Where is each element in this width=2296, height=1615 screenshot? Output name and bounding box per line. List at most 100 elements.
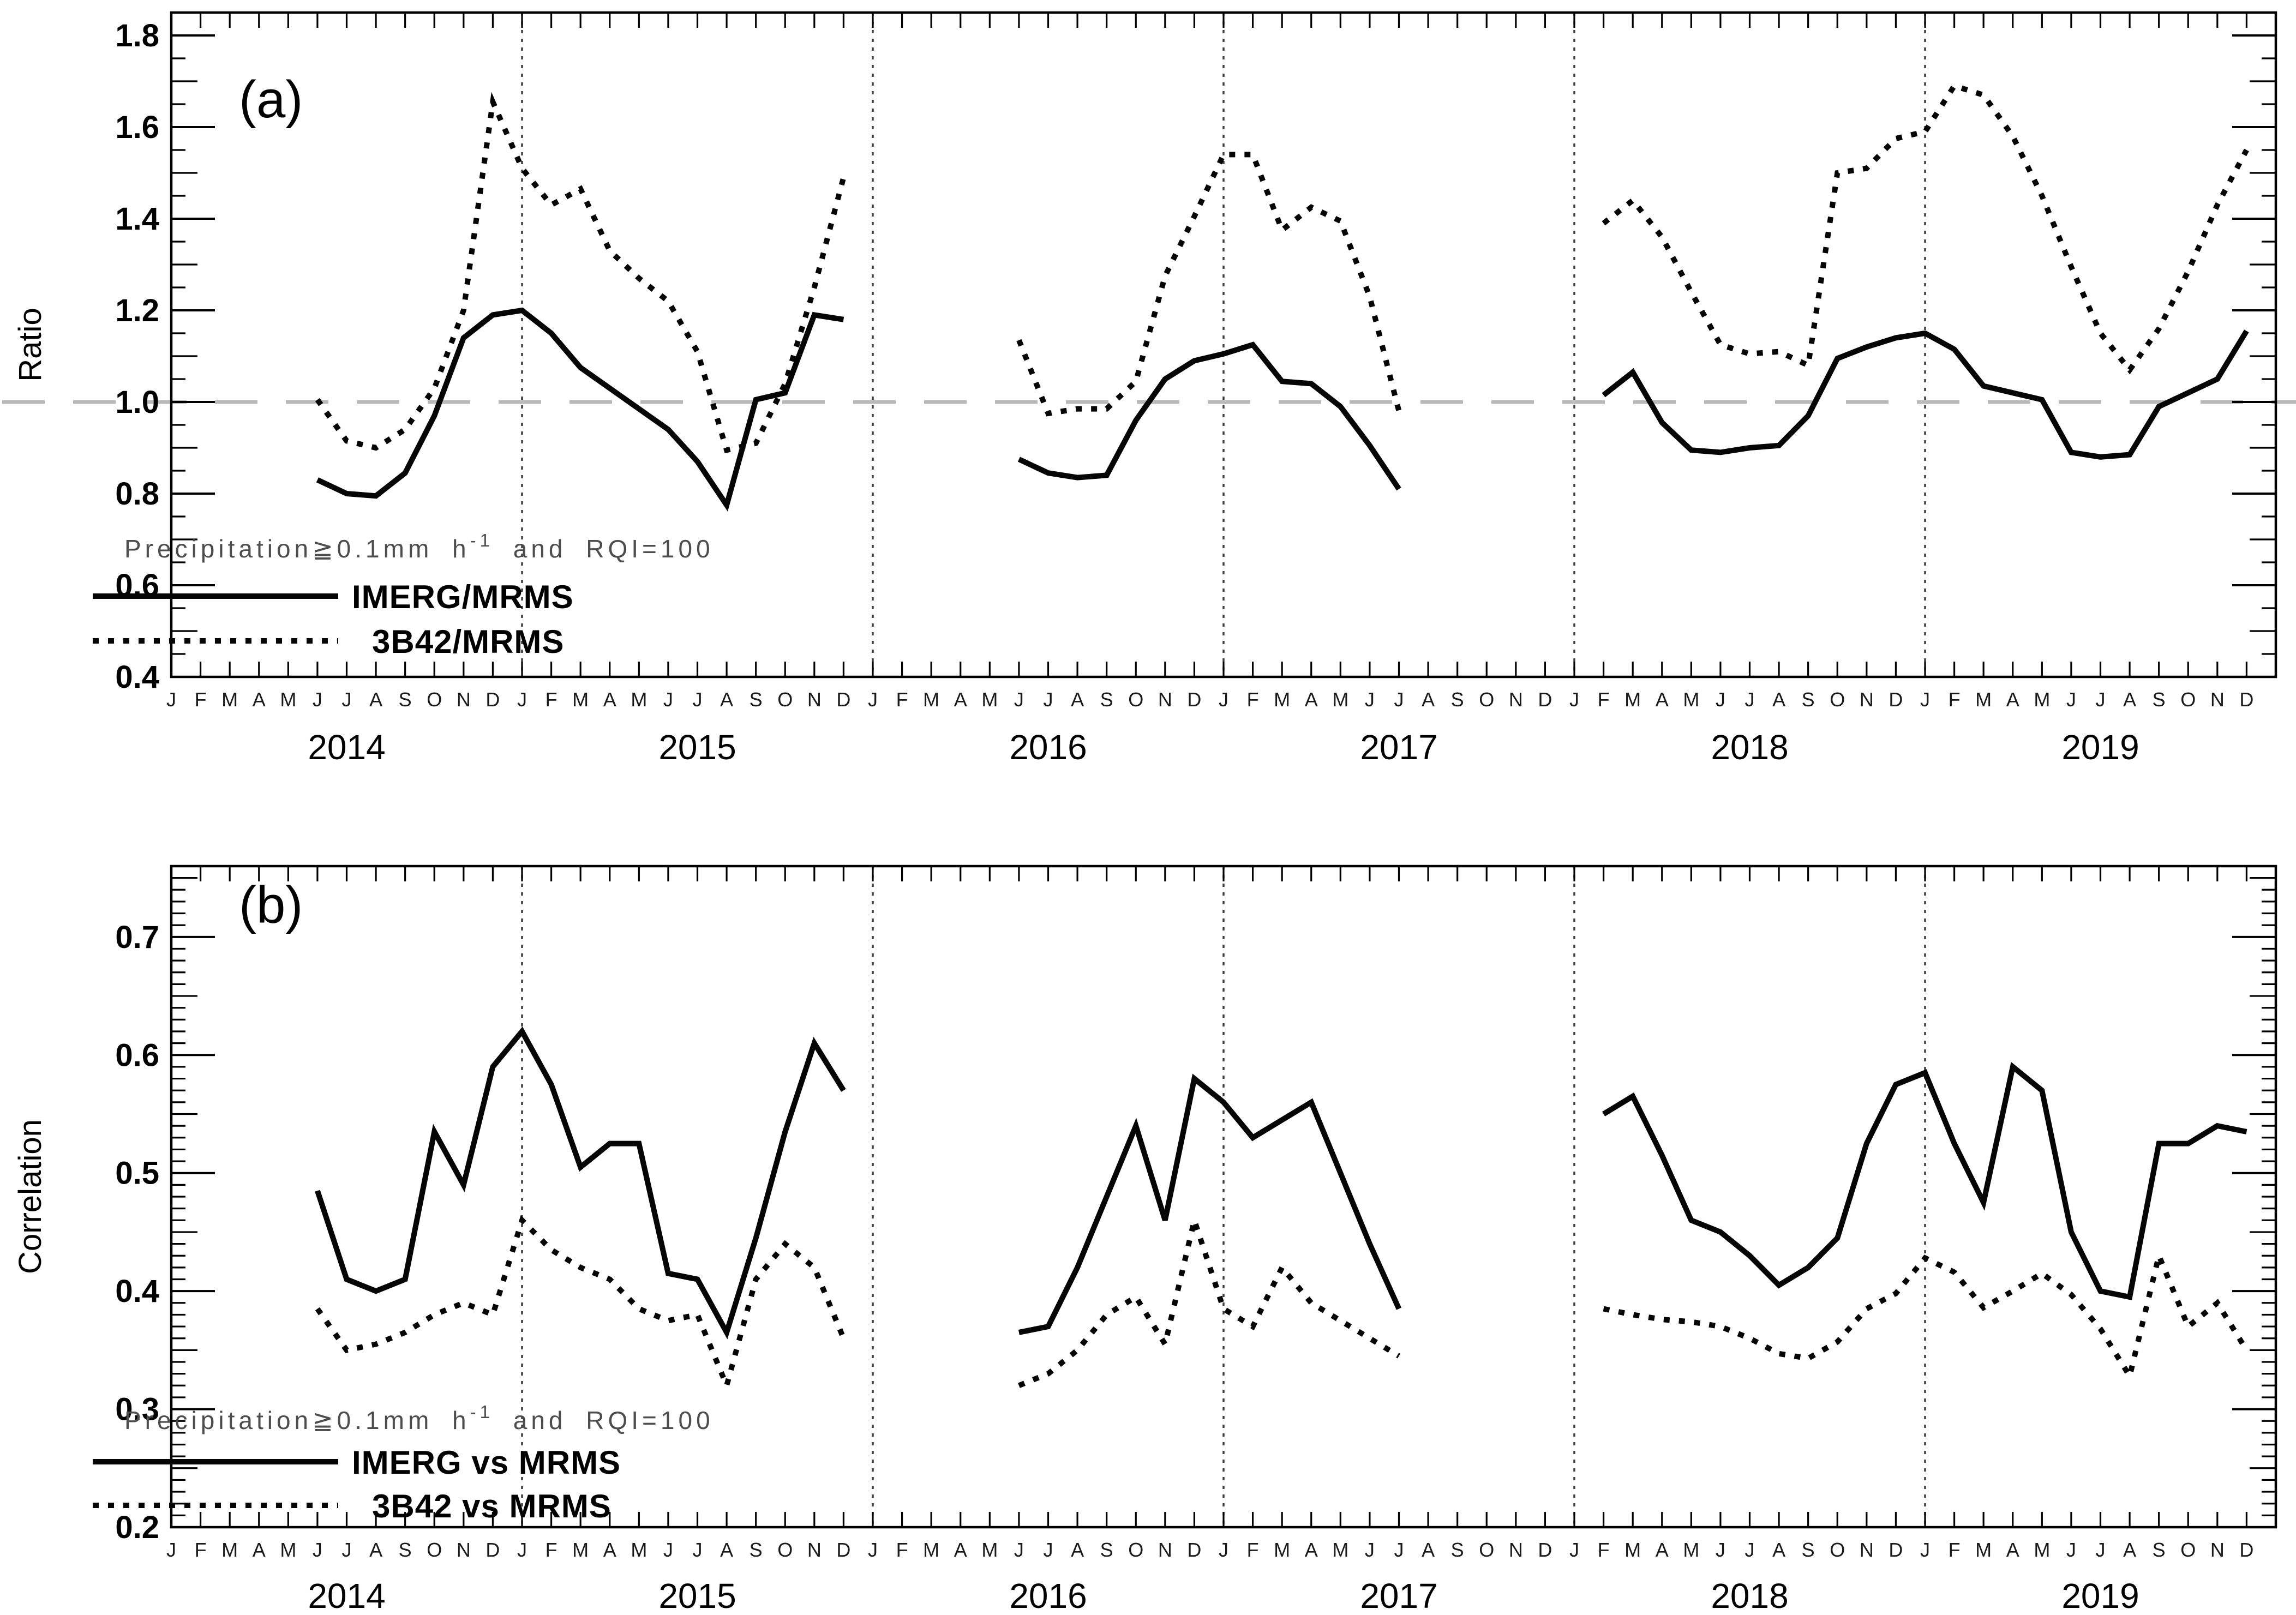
- month-label: J: [1014, 688, 1024, 711]
- month-label: J: [517, 688, 527, 711]
- month-label: J: [166, 1539, 176, 1561]
- month-label: A: [369, 1539, 382, 1561]
- month-label: A: [1305, 1539, 1318, 1561]
- month-label: J: [2066, 688, 2076, 711]
- panel-label: (a): [239, 70, 303, 129]
- month-label: M: [1332, 1539, 1348, 1561]
- imerg-series-line: [1017, 341, 1401, 491]
- month-label: M: [280, 1539, 296, 1561]
- year-label: 2017: [1360, 1576, 1437, 1615]
- month-label: J: [1920, 1539, 1930, 1561]
- month-label: M: [1683, 688, 1699, 711]
- month-label: M: [631, 1539, 647, 1561]
- month-label: S: [2153, 688, 2166, 711]
- month-label: A: [2006, 688, 2019, 711]
- imerg-series-line: [1602, 329, 2249, 460]
- x-ticks: [170, 13, 2248, 677]
- month-label: N: [807, 1539, 822, 1561]
- month-label: D: [1889, 1539, 1903, 1561]
- y-axis-title: Ratio: [13, 308, 48, 381]
- panel-label: (b): [239, 876, 303, 934]
- year-label: 2014: [308, 728, 385, 767]
- month-label: J: [1716, 688, 1725, 711]
- legend-label: 3B42 vs MRMS: [372, 1488, 612, 1524]
- year-label: 2014: [308, 1576, 385, 1615]
- month-label: D: [485, 1539, 500, 1561]
- month-label: J: [693, 688, 703, 711]
- month-label: S: [1802, 1539, 1815, 1561]
- month-label: D: [485, 688, 500, 711]
- month-label: M: [1624, 1539, 1641, 1561]
- y-ticks: [171, 865, 2276, 1528]
- imerg-series-lines: [315, 1026, 2247, 1340]
- month-label: N: [1860, 1539, 1874, 1561]
- month-label: O: [2180, 1539, 2196, 1561]
- y-tick-label: 1.6: [115, 110, 159, 145]
- month-label: J: [1569, 688, 1579, 711]
- month-label: J: [1365, 1539, 1375, 1561]
- month-label: F: [1949, 688, 1961, 711]
- imerg-series-line: [1602, 1061, 2247, 1300]
- month-label: F: [195, 1539, 207, 1561]
- year-label: 2018: [1711, 728, 1788, 767]
- month-label: A: [253, 688, 266, 711]
- month-label: N: [1509, 1539, 1523, 1561]
- y-tick-label: 1.8: [115, 18, 159, 53]
- month-label: A: [1422, 1539, 1435, 1561]
- y-tick-label: 1.0: [115, 385, 159, 420]
- month-label: N: [1509, 688, 1523, 711]
- imerg-series-lines: [316, 307, 2249, 512]
- month-label: J: [1014, 1539, 1024, 1561]
- month-label: A: [954, 688, 967, 711]
- month-label: A: [720, 1539, 733, 1561]
- month-label: S: [1100, 688, 1113, 711]
- month-label: O: [1479, 688, 1494, 711]
- 3b42-series-line: [1016, 152, 1402, 417]
- month-label: J: [663, 1539, 673, 1561]
- month-label: M: [631, 688, 647, 711]
- month-label: O: [427, 1539, 442, 1561]
- month-label: N: [457, 1539, 471, 1561]
- month-label: A: [720, 688, 733, 711]
- month-label: S: [1451, 688, 1464, 711]
- month-label: M: [923, 1539, 939, 1561]
- month-label: N: [457, 688, 471, 711]
- month-label: J: [1569, 1539, 1579, 1561]
- month-label: S: [399, 1539, 412, 1561]
- y-tick-label: 0.6: [115, 1037, 159, 1073]
- month-label: J: [1745, 1539, 1755, 1561]
- month-label: O: [1128, 1539, 1143, 1561]
- y-tick-label: 0.8: [115, 476, 159, 512]
- 3b42-series-lines: [315, 1210, 2249, 1394]
- year-label: 2017: [1360, 728, 1437, 767]
- month-label: A: [253, 1539, 266, 1561]
- month-label: J: [868, 1539, 878, 1561]
- y-axis-title: Correlation: [13, 1119, 48, 1274]
- y-tick-label: 0.2: [115, 1510, 159, 1545]
- month-label: A: [1772, 688, 1785, 711]
- month-label: J: [1044, 1539, 1053, 1561]
- month-label: M: [1975, 1539, 1992, 1561]
- month-label: J: [1716, 1539, 1725, 1561]
- month-label: S: [750, 1539, 763, 1561]
- month-label: N: [2210, 688, 2225, 711]
- month-label: D: [2239, 688, 2253, 711]
- month-label: F: [896, 688, 908, 711]
- month-label: J: [693, 1539, 703, 1561]
- y-tick-label: 0.4: [115, 1274, 159, 1309]
- legend: IMERG vs MRMS 3B42 vs MRMS: [93, 1444, 620, 1524]
- y-tick-labels: 0.2 0.3 0.4 0.5 0.6 0.7: [115, 920, 159, 1545]
- legend-label: 3B42/MRMS: [372, 623, 564, 660]
- month-label: N: [1860, 688, 1874, 711]
- month-label: F: [1247, 688, 1259, 711]
- month-label: M: [1683, 1539, 1699, 1561]
- month-label: S: [750, 688, 763, 711]
- month-label: F: [1598, 1539, 1610, 1561]
- month-label: M: [1624, 688, 1641, 711]
- month-label: F: [1598, 688, 1610, 711]
- y-ticks: [171, 11, 2276, 678]
- month-label: S: [1451, 1539, 1464, 1561]
- month-label: F: [896, 1539, 908, 1561]
